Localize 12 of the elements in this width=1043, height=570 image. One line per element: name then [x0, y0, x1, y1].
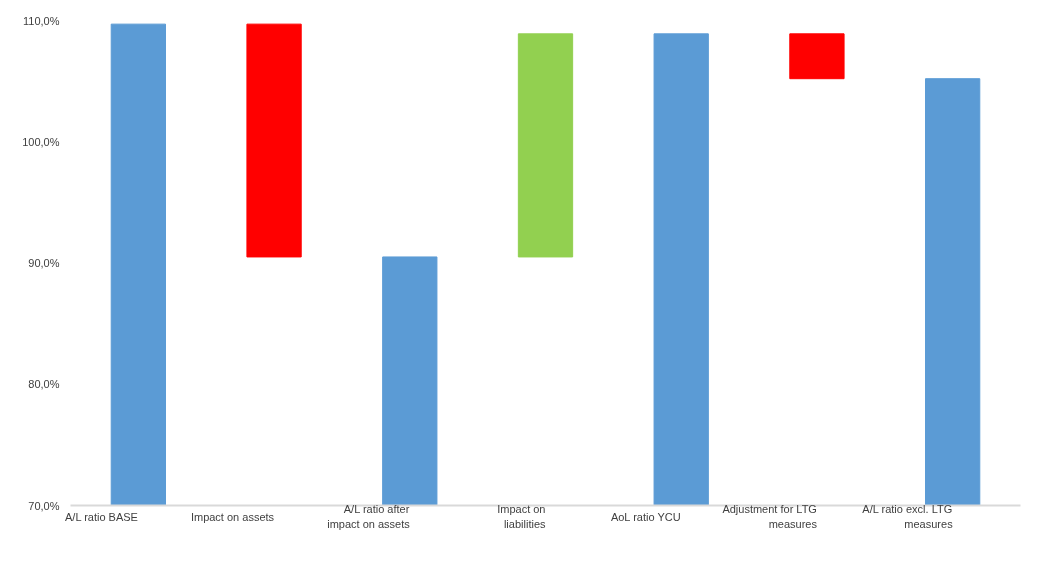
y-tick-label: 80,0% [28, 378, 60, 391]
x-tick-label: A/L ratio BASE [64, 510, 138, 523]
x-tick-label: Impact on assets [190, 510, 275, 523]
x-tick-label: Impact on liabilities [497, 503, 546, 530]
x-tick-label: A/L ratio excl. LTG measures [862, 503, 954, 530]
y-tick-label: 90,0% [28, 257, 60, 269]
x-tick-label: Adjustment for LTG measures [722, 503, 818, 530]
x-tick-label: A/L ratio after impact on assets [327, 503, 411, 530]
x-tick-label: AoL ratio YCU [610, 510, 681, 523]
y-tick-label: 100,0% [22, 135, 60, 148]
y-tick-label: 70,0% [28, 499, 60, 512]
y-tick-label: 110,0% [23, 14, 60, 27]
